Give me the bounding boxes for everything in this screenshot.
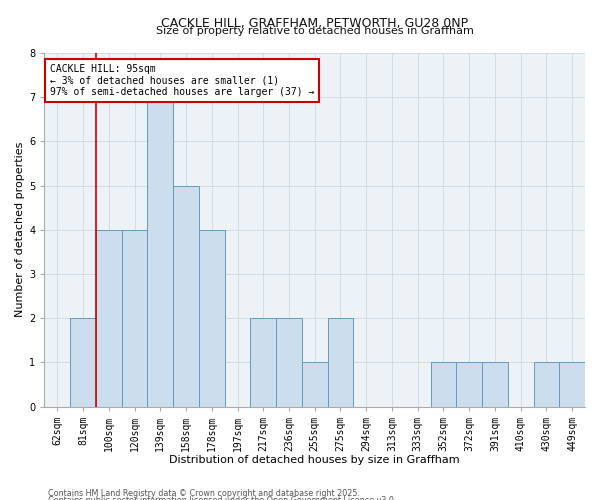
Bar <box>302 362 328 406</box>
Bar <box>482 362 508 406</box>
Bar <box>431 362 456 406</box>
Bar <box>148 97 173 406</box>
Bar <box>96 230 122 406</box>
Bar <box>250 318 276 406</box>
Text: CACKLE HILL: 95sqm
← 3% of detached houses are smaller (1)
97% of semi-detached : CACKLE HILL: 95sqm ← 3% of detached hous… <box>50 64 314 97</box>
Bar <box>122 230 148 406</box>
Bar <box>199 230 224 406</box>
Text: Contains public sector information licensed under the Open Government Licence v3: Contains public sector information licen… <box>48 496 397 500</box>
Bar <box>328 318 353 406</box>
Text: CACKLE HILL, GRAFFHAM, PETWORTH, GU28 0NP: CACKLE HILL, GRAFFHAM, PETWORTH, GU28 0N… <box>161 17 468 30</box>
X-axis label: Distribution of detached houses by size in Graffham: Distribution of detached houses by size … <box>169 455 460 465</box>
Bar <box>559 362 585 406</box>
Bar <box>533 362 559 406</box>
Title: Size of property relative to detached houses in Graffham: Size of property relative to detached ho… <box>156 26 473 36</box>
Y-axis label: Number of detached properties: Number of detached properties <box>15 142 25 318</box>
Bar <box>456 362 482 406</box>
Text: Contains HM Land Registry data © Crown copyright and database right 2025.: Contains HM Land Registry data © Crown c… <box>48 488 360 498</box>
Bar <box>276 318 302 406</box>
Bar <box>70 318 96 406</box>
Bar <box>173 186 199 406</box>
